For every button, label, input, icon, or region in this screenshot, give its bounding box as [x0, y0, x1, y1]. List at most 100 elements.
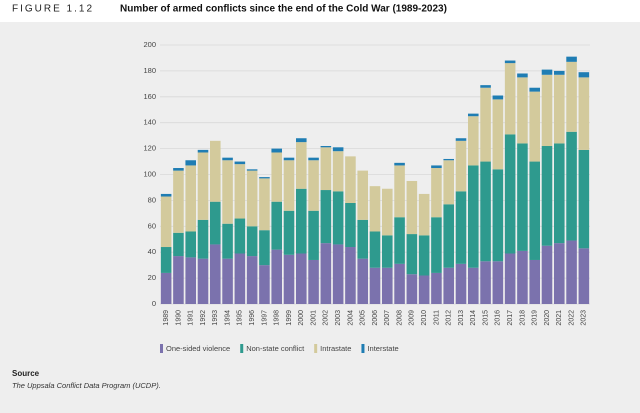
x-tick-label: 1993	[212, 310, 219, 326]
bar-segment	[271, 152, 282, 202]
bar-segment	[173, 168, 184, 171]
y-tick-label: 120	[143, 144, 156, 153]
bar-segment	[234, 253, 246, 304]
bar-segment	[308, 210, 319, 260]
bar-segment	[210, 201, 221, 245]
bar-segment	[431, 217, 442, 273]
bar-segment	[418, 235, 430, 276]
x-tick-label: 2010	[421, 310, 428, 326]
bar-segment	[332, 151, 344, 192]
bar-segment	[160, 196, 172, 248]
bar-segment	[504, 60, 516, 64]
bar-segment	[492, 169, 504, 262]
bar-segment	[259, 177, 270, 179]
bar-segment	[480, 161, 491, 262]
bar-segment	[345, 156, 356, 203]
x-tick-label: 2012	[446, 310, 453, 326]
bar-segment	[492, 95, 504, 100]
bar-segment	[185, 231, 196, 258]
bar-segment	[197, 219, 209, 259]
figure-label: FIGURE 1.12	[12, 4, 94, 15]
legend-swatch	[240, 344, 244, 353]
bar-segment	[468, 113, 479, 117]
bar-segment	[357, 219, 368, 259]
bar-segment	[259, 178, 270, 231]
bar-segment	[455, 138, 467, 141]
bar-segment	[197, 258, 209, 304]
bar-segment	[517, 250, 528, 304]
x-tick-label: 2011	[433, 310, 440, 325]
bar-segment	[517, 77, 528, 144]
legend-swatch	[314, 344, 318, 353]
bar-segment	[504, 134, 516, 254]
bar-segment	[320, 147, 332, 191]
x-tick-label: 1990	[175, 310, 182, 326]
bar-segment	[173, 170, 184, 233]
bar-segment	[357, 170, 368, 220]
bar-segment	[418, 275, 430, 304]
bar-segment	[271, 201, 282, 250]
bar-segment	[492, 261, 504, 304]
bar-segment	[296, 188, 307, 254]
bar-segment	[554, 70, 565, 75]
bar-segment	[222, 157, 233, 161]
bar-segment	[382, 267, 393, 304]
x-tick-label: 2003	[335, 310, 342, 326]
bar-segment	[296, 138, 307, 143]
bar-segment	[406, 234, 418, 275]
legend-swatch	[160, 344, 163, 353]
x-tick-label: 2022	[568, 310, 575, 326]
bar-segment	[382, 235, 393, 268]
bar-segment	[246, 256, 258, 304]
bar-segment	[185, 165, 196, 232]
y-tick-label: 20	[148, 273, 156, 282]
x-tick-label: 2018	[519, 310, 526, 326]
bar-segment	[418, 193, 430, 236]
bar-segment	[369, 267, 381, 304]
bar-segment	[382, 188, 393, 236]
bar-segment	[283, 210, 295, 255]
legend-label: Intrastate	[320, 344, 351, 353]
bar-segment	[504, 63, 516, 135]
bar-segment	[504, 253, 516, 304]
x-tick-label: 1996	[249, 310, 256, 326]
legend-swatch	[361, 344, 365, 353]
bar-segment	[394, 165, 405, 218]
bar-segment	[517, 143, 528, 251]
y-tick-label: 160	[143, 92, 156, 101]
bar-segment	[345, 247, 356, 304]
bar-segment	[455, 140, 467, 192]
bar-segment	[345, 202, 356, 248]
bar-segment	[332, 244, 344, 304]
y-tick-label: 200	[143, 40, 156, 49]
bar-segment	[173, 232, 184, 257]
x-tick-label: 2017	[507, 310, 514, 326]
bar-segment	[173, 256, 184, 304]
bar-segment	[468, 116, 479, 166]
bar-segment	[480, 87, 491, 162]
x-tick-label: 2009	[409, 310, 416, 326]
x-tick-label: 2001	[310, 310, 317, 326]
legend-label: Non-state conflict	[246, 344, 305, 353]
bar-segment	[480, 261, 491, 304]
bar-segment	[210, 140, 221, 202]
bar-segment	[492, 99, 504, 170]
x-tick-label: 2004	[347, 310, 354, 326]
bar-segment	[578, 77, 590, 150]
bar-segment	[259, 265, 270, 304]
y-tick-label: 60	[148, 221, 156, 230]
bar-segment	[320, 243, 332, 304]
bar-segment	[517, 73, 528, 78]
y-tick-label: 140	[143, 118, 156, 127]
bar-segment	[431, 165, 442, 169]
bar-segment	[283, 254, 295, 304]
bar-segment	[578, 248, 590, 304]
x-tick-label: 2008	[396, 310, 403, 326]
bar-segment	[234, 164, 246, 219]
y-tick-label: 40	[148, 247, 156, 256]
bar-segment	[185, 160, 196, 166]
x-tick-label: 2015	[482, 310, 489, 326]
bar-segment	[246, 226, 258, 257]
x-tick-label: 1998	[274, 310, 281, 326]
